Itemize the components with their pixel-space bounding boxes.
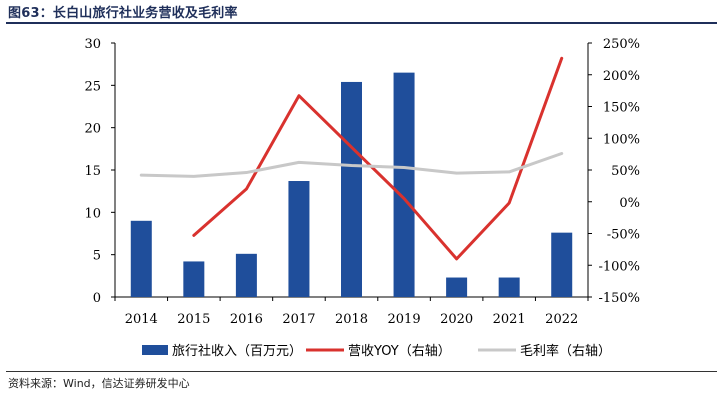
left-tick-label: 25 (84, 79, 101, 94)
title-rule (6, 22, 717, 24)
bar-2019 (393, 72, 415, 297)
right-tick-label: -100% (598, 259, 640, 274)
bar-series (130, 72, 573, 298)
left-tick-label: 15 (84, 164, 101, 179)
left-tick-label: 30 (84, 37, 101, 52)
x-tick-label: 2017 (282, 312, 315, 327)
figure-title: 图63：长白山旅行社业务营收及毛利率 (8, 6, 238, 21)
x-tick-label: 2016 (230, 312, 263, 327)
x-tick-label: 2019 (388, 312, 421, 327)
right-tick-label: -50% (607, 228, 640, 243)
right-tick-label: 0% (619, 196, 640, 211)
legend-label: 营收YOY（右轴） (348, 344, 451, 359)
bar-2020 (446, 277, 468, 297)
x-tick-label: 2021 (493, 312, 526, 327)
left-tick-label: 10 (84, 206, 101, 221)
source-note: 资料来源：Wind，信达证券研发中心 (8, 377, 190, 390)
legend-label: 旅行社收入（百万元） (172, 343, 302, 359)
bar-2016 (235, 253, 257, 297)
left-tick-label: 0 (93, 291, 101, 306)
right-tick-label: 100% (603, 132, 640, 147)
tick-labels: 0 5 10 15 20 25 30 -150% -100% -50% 0% 50% 100% 150% 2… (84, 37, 640, 327)
right-tick-label: 150% (603, 101, 640, 116)
right-tick-label: 50% (611, 164, 640, 179)
x-tick-label: 2014 (125, 312, 158, 327)
bar-2015 (183, 261, 205, 297)
right-tick-label: 200% (603, 69, 640, 84)
chart-legend: 旅行社收入（百万元） 营收YOY（右轴） 毛利率（右轴） (142, 343, 611, 359)
bar-2017 (288, 181, 310, 297)
bottom-rule (6, 371, 717, 372)
bar-2014 (130, 220, 152, 297)
x-tick-label: 2020 (440, 312, 473, 327)
right-tick-label: -150% (598, 291, 640, 306)
line-series-2 (139, 151, 564, 178)
legend-label: 毛利率（右轴） (520, 343, 611, 359)
legend-swatch-bar (142, 345, 168, 355)
line-series-1 (192, 56, 564, 261)
line-series (139, 56, 564, 261)
bar-2018 (341, 81, 362, 298)
bar-2021 (498, 277, 520, 297)
x-tick-label: 2022 (545, 312, 578, 327)
left-tick-label: 20 (84, 122, 101, 137)
bar-2022 (551, 232, 573, 297)
x-tick-label: 2015 (177, 312, 210, 327)
x-tick-label: 2018 (335, 312, 368, 327)
right-tick-label: 250% (603, 37, 640, 52)
left-tick-label: 5 (93, 249, 101, 264)
